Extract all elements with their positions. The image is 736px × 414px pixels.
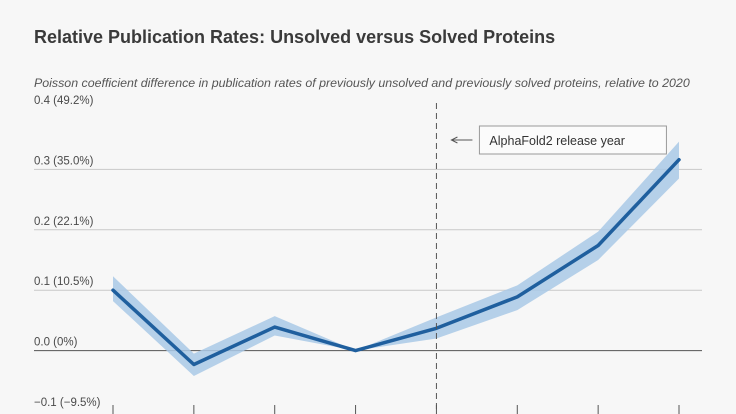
y-tick-label: 0.1 (10.5%) [34, 276, 94, 288]
annotation-arrow-head [450, 136, 458, 144]
y-tick-label: 0.3 (35.0%) [34, 155, 94, 167]
annotation-layer: AlphaFold2 release year [435, 103, 667, 411]
y-tick-label: −0.1 (−9.5%) [34, 397, 101, 409]
annotation-box [478, 125, 667, 155]
confidence-band [113, 141, 679, 376]
series-line-layer [111, 157, 681, 367]
x-tick-marks [112, 405, 680, 414]
series-line [111, 157, 681, 367]
y-tick-label: 0.0 (0%) [34, 337, 78, 349]
y-tick-label: 0.4 (49.2%) [34, 95, 94, 107]
chart-title: Relative Publication Rates: Unsolved ver… [34, 27, 556, 47]
annotation-label: AlphaFold2 release year [489, 134, 625, 148]
gridlines [34, 168, 702, 352]
confidence-band-layer [113, 141, 679, 376]
y-tick-label: 0.2 (22.1%) [34, 216, 94, 228]
chart-subtitle: Poisson coefficient difference in public… [34, 76, 690, 90]
y-tick-labels: 0.4 (49.2%) 0.3 (35.0%) 0.2 (22.1%) 0.1 (10… [34, 95, 101, 409]
